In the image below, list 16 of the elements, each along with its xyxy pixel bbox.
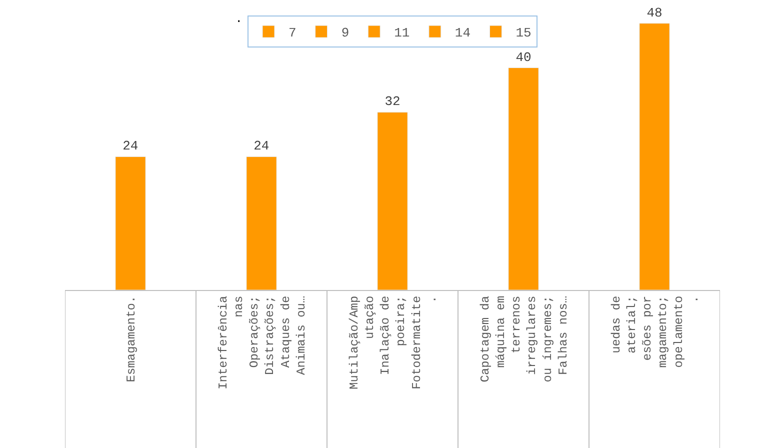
legend-label: 14 <box>454 26 471 41</box>
legend-label: 9 <box>341 26 350 41</box>
data-label: 24 <box>254 138 270 154</box>
legend-label: 7 <box>288 26 296 41</box>
data-label: 32 <box>384 94 400 110</box>
data-label: 24 <box>122 138 138 154</box>
data-label: 48 <box>646 5 662 20</box>
legend-label: 11 <box>394 26 410 41</box>
x-tick-label: Esmagamento. <box>124 296 138 382</box>
chart-title: . <box>235 12 242 26</box>
data-label: 40 <box>516 50 532 65</box>
legend-label: 15 <box>516 26 532 41</box>
x-tick-label: Mutilação/Amp utação Inalação de poeira; Fotodermatite . <box>347 296 440 390</box>
x-tick-label: Capotagem da máquina em terrenos irregulares ou íngremes; Falhas nos… <box>478 296 570 382</box>
x-tick-label: uedas de aterial; esões por magamento; opelamento . <box>609 296 702 368</box>
x-tick-label: Interferência nas Operações; Distrações; Ataques de Animais ou… <box>216 296 308 390</box>
